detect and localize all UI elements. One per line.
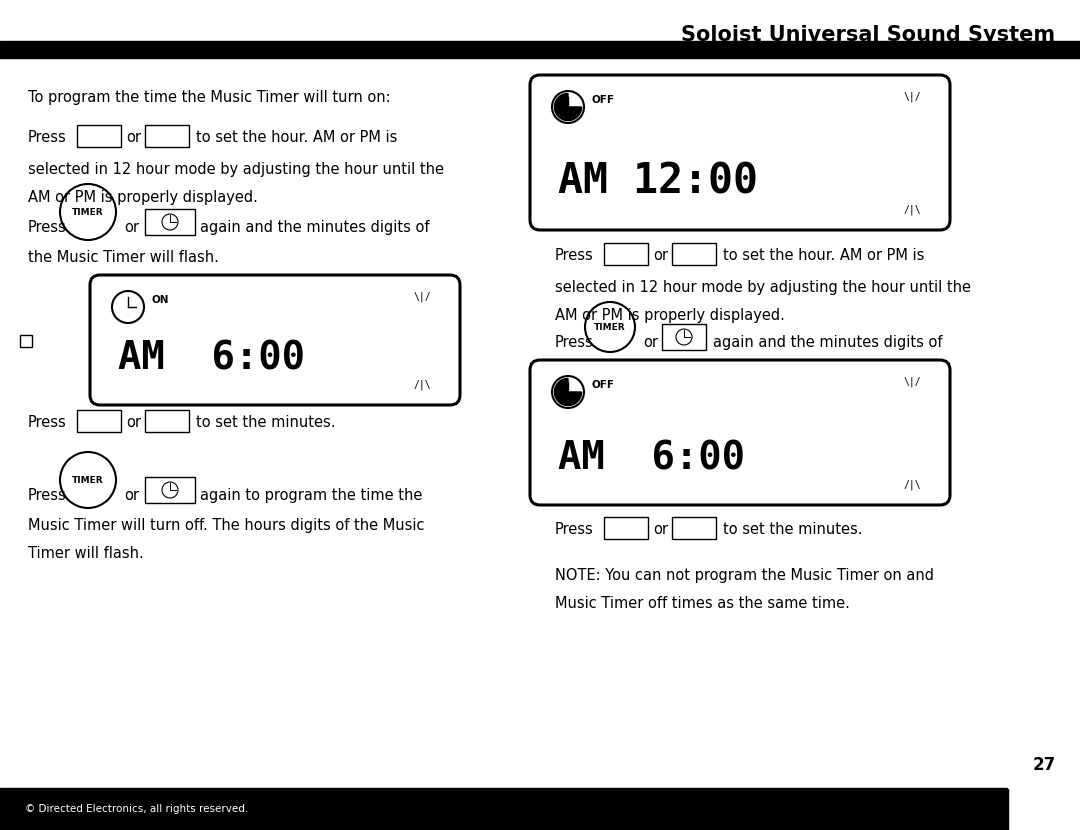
FancyBboxPatch shape bbox=[145, 125, 189, 147]
FancyBboxPatch shape bbox=[604, 517, 648, 539]
Text: selected in 12 hour mode by adjusting the hour until the: selected in 12 hour mode by adjusting th… bbox=[555, 280, 971, 295]
Circle shape bbox=[676, 329, 692, 345]
Text: Press: Press bbox=[28, 220, 67, 235]
Text: /|\: /|\ bbox=[903, 480, 921, 491]
Circle shape bbox=[112, 291, 144, 323]
FancyBboxPatch shape bbox=[145, 410, 189, 432]
Circle shape bbox=[552, 91, 584, 123]
Text: selected in 12 hour mode by adjusting the hour until the: selected in 12 hour mode by adjusting th… bbox=[28, 162, 444, 177]
Text: OFF: OFF bbox=[592, 380, 615, 390]
Text: \|/: \|/ bbox=[903, 92, 921, 102]
FancyBboxPatch shape bbox=[145, 477, 195, 503]
Text: or: or bbox=[653, 248, 669, 263]
Bar bbox=[21, 335, 32, 347]
FancyBboxPatch shape bbox=[145, 209, 195, 235]
Polygon shape bbox=[554, 378, 582, 406]
Text: TIMER: TIMER bbox=[72, 476, 104, 485]
Text: 27: 27 bbox=[1032, 756, 1055, 774]
Text: AM or PM is properly displayed.: AM or PM is properly displayed. bbox=[555, 308, 785, 323]
Bar bbox=[0, 41, 1080, 58]
Bar bbox=[0, 788, 1008, 830]
Text: again to program the time the: again to program the time the bbox=[200, 488, 422, 503]
Text: ON: ON bbox=[152, 295, 170, 305]
Text: /|\: /|\ bbox=[414, 380, 431, 390]
Text: to set the hour. AM or PM is: to set the hour. AM or PM is bbox=[195, 130, 397, 145]
Text: or: or bbox=[124, 488, 139, 503]
Text: to set the hour. AM or PM is: to set the hour. AM or PM is bbox=[723, 248, 924, 263]
Text: Press: Press bbox=[28, 130, 67, 145]
Text: to set the minutes.: to set the minutes. bbox=[195, 415, 336, 430]
Polygon shape bbox=[554, 94, 582, 120]
Text: Press: Press bbox=[555, 248, 594, 263]
Text: or: or bbox=[653, 522, 669, 537]
Text: Soloist Universal Sound System: Soloist Universal Sound System bbox=[680, 25, 1055, 45]
FancyBboxPatch shape bbox=[530, 75, 950, 230]
Text: again and the minutes digits of: again and the minutes digits of bbox=[713, 335, 943, 350]
Text: NOTE: You can not program the Music Timer on and: NOTE: You can not program the Music Time… bbox=[555, 568, 934, 583]
Text: Press: Press bbox=[28, 488, 67, 503]
Text: TIMER: TIMER bbox=[594, 323, 625, 331]
FancyBboxPatch shape bbox=[672, 243, 716, 265]
Text: Timer will flash.: Timer will flash. bbox=[28, 546, 144, 561]
Text: the Music Timer will flash.: the Music Timer will flash. bbox=[28, 250, 219, 265]
Text: \|/: \|/ bbox=[903, 377, 921, 388]
Text: OFF: OFF bbox=[592, 95, 615, 105]
Text: again and the minutes digits of: again and the minutes digits of bbox=[200, 220, 430, 235]
Text: Music Timer will turn off. The hours digits of the Music: Music Timer will turn off. The hours dig… bbox=[28, 518, 424, 533]
Text: Press: Press bbox=[555, 522, 594, 537]
Text: Press: Press bbox=[555, 335, 594, 350]
Text: To program the time the Music Timer will turn on:: To program the time the Music Timer will… bbox=[28, 90, 391, 105]
FancyBboxPatch shape bbox=[662, 324, 706, 350]
FancyBboxPatch shape bbox=[672, 517, 716, 539]
Circle shape bbox=[585, 302, 635, 352]
Text: or: or bbox=[643, 335, 658, 350]
FancyBboxPatch shape bbox=[77, 125, 121, 147]
Text: Press: Press bbox=[28, 415, 67, 430]
Circle shape bbox=[162, 482, 178, 498]
Text: to set the minutes.: to set the minutes. bbox=[723, 522, 863, 537]
Text: \|/: \|/ bbox=[414, 292, 431, 302]
Circle shape bbox=[162, 214, 178, 230]
FancyBboxPatch shape bbox=[77, 410, 121, 432]
Text: Music Timer off times as the same time.: Music Timer off times as the same time. bbox=[555, 596, 850, 611]
FancyBboxPatch shape bbox=[604, 243, 648, 265]
Text: the Music Timer will flash.: the Music Timer will flash. bbox=[555, 365, 746, 380]
Circle shape bbox=[552, 376, 584, 408]
FancyBboxPatch shape bbox=[530, 360, 950, 505]
Text: AM or PM is properly displayed.: AM or PM is properly displayed. bbox=[28, 190, 258, 205]
Text: AM  6:00: AM 6:00 bbox=[558, 439, 745, 477]
Text: © Directed Electronics, all rights reserved.: © Directed Electronics, all rights reser… bbox=[25, 804, 248, 814]
Bar bbox=[1008, 742, 1080, 788]
FancyBboxPatch shape bbox=[90, 275, 460, 405]
Text: TIMER: TIMER bbox=[72, 208, 104, 217]
Text: AM 12:00: AM 12:00 bbox=[558, 160, 758, 202]
Text: or: or bbox=[124, 220, 139, 235]
Circle shape bbox=[60, 184, 116, 240]
Text: or: or bbox=[126, 415, 141, 430]
Text: AM  6:00: AM 6:00 bbox=[118, 339, 305, 377]
Text: or: or bbox=[126, 130, 141, 145]
Text: /|\: /|\ bbox=[903, 205, 921, 215]
Circle shape bbox=[60, 452, 116, 508]
